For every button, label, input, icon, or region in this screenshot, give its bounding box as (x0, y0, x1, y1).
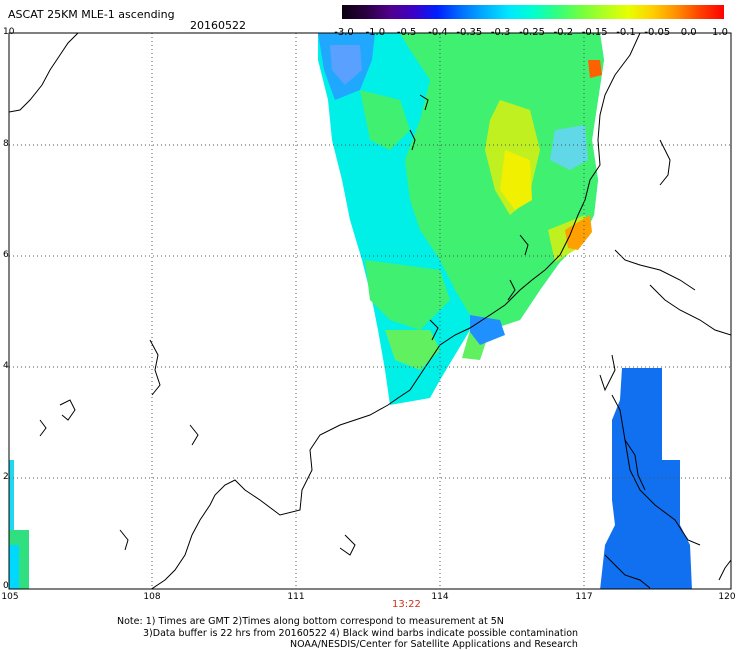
colorbar (342, 5, 724, 19)
colorbar-label: -0.2 (553, 27, 574, 38)
y-tick-6: 6 (3, 250, 9, 260)
y-tick-8: 8 (3, 139, 9, 149)
colorbar-labels: -3.0 -1.0 -0.5 -0.4 -0.35 -0.3 -0.25 -0.2 -0.15-… (330, 27, 730, 41)
colorbar-label: -0.4 (428, 27, 448, 38)
plot-frame (8, 32, 732, 590)
coastlines (9, 33, 731, 589)
time-label: 13:22 (392, 599, 421, 610)
colorbar-label: -0.15 (581, 27, 608, 38)
colorbar-label: -0.25 (519, 27, 545, 38)
y-tick-10: 10 (3, 27, 15, 37)
colorbar-gradient (342, 5, 724, 19)
colorbar-label: -0.1 (616, 27, 636, 38)
x-tick-117: 117 (575, 592, 593, 602)
map-title: ASCAT 25KM MLE-1 ascending (8, 8, 175, 21)
swath-left (9, 460, 29, 589)
y-tick-2: 2 (3, 472, 9, 482)
colorbar-label: 0.0 (680, 27, 697, 38)
swath-right (600, 368, 692, 589)
grid (9, 33, 731, 589)
colorbar-label: 1.0 (712, 27, 728, 38)
x-tick-120: 120 (718, 592, 736, 602)
colorbar-label: -0.05 (644, 27, 671, 38)
colorbar-label: -3.0 (334, 27, 354, 38)
swath-main (318, 33, 604, 405)
colorbar-label: -0.5 (396, 27, 417, 38)
y-tick-0: 0 (3, 581, 9, 591)
colorbar-label: -0.35 (456, 27, 483, 38)
x-tick-114: 114 (431, 592, 449, 602)
colorbar-label: -1.0 (365, 27, 386, 38)
colorbar-label: -0.3 (490, 27, 511, 38)
note-line-3: NOAA/NESDIS/Center for Satellite Applica… (290, 639, 578, 650)
note-line-1: Note: 1) Times are GMT 2)Times along bot… (117, 616, 504, 627)
note-line-2: 3)Data buffer is 22 hrs from 20160522 4)… (143, 628, 579, 639)
x-tick-111: 111 (287, 592, 305, 602)
x-tick-105: 105 (1, 592, 19, 602)
y-tick-4: 4 (3, 361, 9, 371)
map-date: 20160522 (190, 19, 246, 32)
x-tick-108: 108 (143, 592, 161, 602)
